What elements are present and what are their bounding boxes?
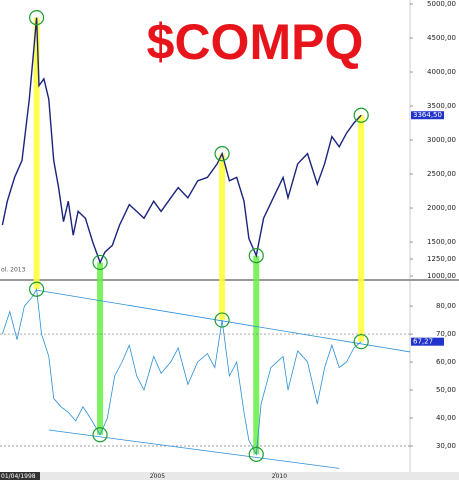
x-tick-label: 2010 — [272, 473, 287, 480]
y-tick-label: 4000,00 — [427, 68, 456, 76]
highlight-circle — [92, 254, 108, 271]
highlight-bar — [97, 262, 104, 435]
series-line — [1, 17, 362, 265]
y-tick-label: 1250,00 — [427, 255, 456, 263]
y-tick-label: 60,00 — [436, 358, 456, 366]
highlight-bar — [253, 255, 260, 455]
highlight-circle — [29, 10, 45, 26]
highlight-bar — [219, 153, 226, 321]
y-tick-label: 4500,00 — [427, 34, 456, 42]
y-tick-label: 3000,00 — [427, 136, 456, 144]
highlight-circle — [214, 146, 230, 162]
y-tick-label: 30,00 — [436, 442, 456, 450]
x-axis-strip — [0, 472, 459, 480]
x-tick-label-box — [0, 472, 40, 480]
y-tick-label: 80,00 — [436, 302, 456, 310]
y-tick-label: 1000,00 — [427, 272, 456, 280]
last-value-label: 3364,50 — [413, 111, 442, 119]
series-line — [2, 288, 362, 456]
y-tick-label: 40,00 — [436, 414, 456, 422]
highlight-bar — [33, 17, 40, 290]
y-tick-label: 2000,00 — [427, 204, 456, 212]
y-tick-label: 3500,00 — [427, 102, 456, 110]
annotation: ol. 2013 — [1, 267, 26, 274]
trendline — [36, 289, 411, 353]
trendline — [48, 429, 340, 469]
highlight-bar — [358, 115, 365, 342]
x-tick-label: 01/04/1998 — [1, 473, 36, 480]
highlight-circle — [248, 446, 264, 462]
x-tick-label: 2005 — [150, 473, 165, 480]
highlight-circle — [214, 312, 230, 328]
y-tick-label: 2500,00 — [427, 170, 456, 178]
highlight-circle — [29, 281, 45, 297]
y-tick-label: 50,00 — [436, 386, 456, 394]
chart-title: $COMPQ — [147, 14, 364, 70]
y-tick-label: 1500,00 — [427, 238, 456, 246]
highlight-circle — [92, 427, 108, 443]
y-tick-label: 5000,00 — [427, 0, 456, 8]
last-value-box — [411, 337, 444, 346]
y-tick-label: 70,00 — [436, 330, 456, 338]
highlight-circle — [248, 248, 264, 264]
highlight-circle — [353, 107, 369, 123]
highlight-circle — [353, 334, 369, 350]
last-value-box — [411, 111, 444, 120]
last-value-label: 67,27 — [413, 338, 433, 346]
